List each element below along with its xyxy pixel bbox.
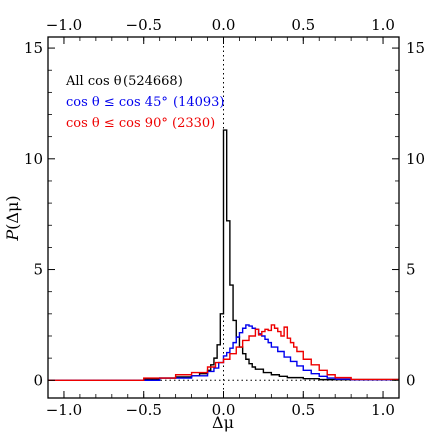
x-tick-label-top: 0.0	[212, 16, 236, 34]
x-tick-label-top: 1.0	[371, 16, 395, 34]
tick-layer: −1.0 −1.0 −0.5 −0.5 0.0 0.0 0.5 0.5 1.0 1.0 0 0 5 5 10…	[24, 16, 425, 419]
series-layer	[48, 129, 399, 381]
y-axis-title-rest: (Δμ)	[3, 195, 22, 229]
y-tick-label-right: 15	[406, 39, 425, 57]
y-tick-label-right: 0	[406, 371, 416, 389]
y-tick-label-left: 10	[24, 150, 43, 168]
legend: All cos θ (524668) cos θ ≤ cos 45° (1409…	[65, 74, 225, 131]
legend-label-all: All cos θ	[65, 74, 122, 89]
x-tick-label-bottom: 0.0	[212, 401, 236, 419]
x-axis-title: Δμ	[212, 413, 234, 432]
x-tick-label-bottom: 0.5	[291, 401, 315, 419]
x-tick-label-top: −1.0	[46, 16, 82, 34]
legend-count-all: (524668)	[123, 74, 183, 89]
legend-label-90: cos θ ≤ cos 90°	[66, 116, 168, 131]
y-axis-title-italic: P	[3, 230, 22, 242]
series-line-2	[48, 324, 399, 381]
legend-count-90: (2330)	[172, 116, 215, 131]
series-line-0	[48, 129, 399, 381]
y-tick-label-left: 15	[24, 39, 43, 57]
y-tick-label-left: 0	[33, 371, 43, 389]
y-axis-title: P(Δμ)	[3, 195, 22, 241]
y-tick-label-right: 10	[406, 150, 425, 168]
x-tick-label-top: −0.5	[126, 16, 162, 34]
legend-label-45: cos θ ≤ cos 45°	[66, 95, 168, 110]
y-tick-label-right: 5	[406, 261, 416, 279]
x-tick-label-bottom: −1.0	[46, 401, 82, 419]
x-tick-label-bottom: −0.5	[126, 401, 162, 419]
legend-count-45: (14093)	[173, 95, 225, 110]
x-tick-label-top: 0.5	[291, 16, 315, 34]
y-tick-label-left: 5	[33, 261, 43, 279]
x-tick-label-bottom: 1.0	[371, 401, 395, 419]
